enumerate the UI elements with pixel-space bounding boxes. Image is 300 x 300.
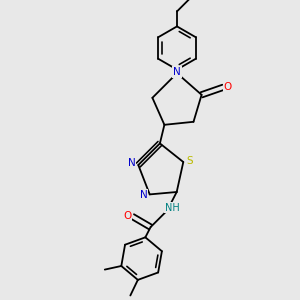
Text: N: N: [128, 158, 136, 169]
Text: NH: NH: [165, 202, 180, 213]
Text: N: N: [173, 67, 181, 77]
Text: N: N: [140, 190, 148, 200]
Text: O: O: [224, 82, 232, 92]
Text: S: S: [187, 156, 193, 167]
Text: O: O: [123, 211, 131, 221]
